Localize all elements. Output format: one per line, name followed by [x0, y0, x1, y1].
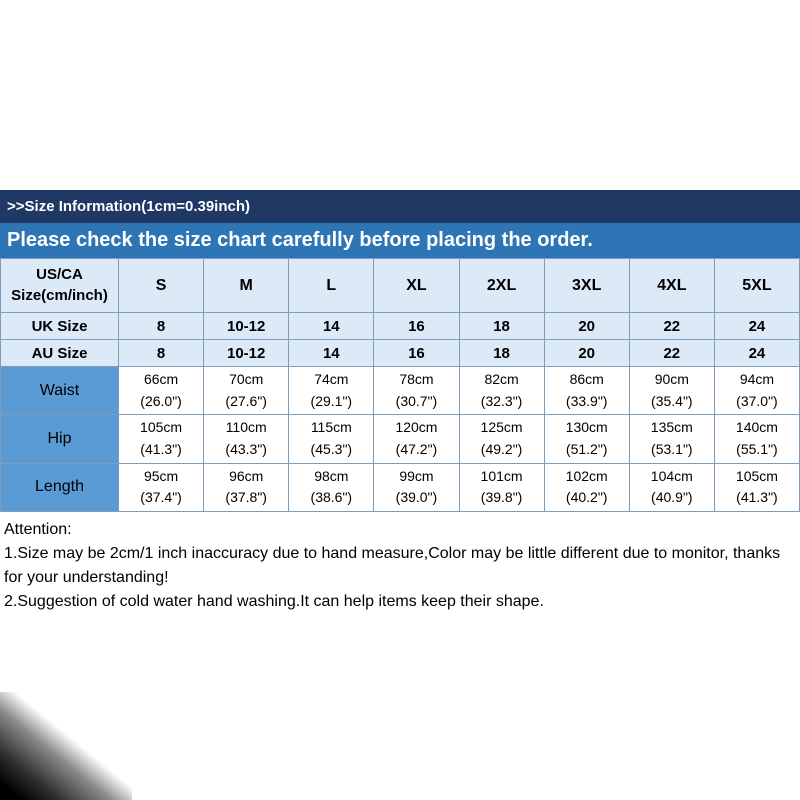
size-header-row: US/CA Size(cm/inch) S M L XL 2XL 3XL 4XL…	[0, 258, 800, 313]
size-col-header: 4XL	[628, 258, 715, 313]
uk-size-cell: 14	[288, 312, 375, 340]
au-size-cell: 20	[543, 339, 630, 367]
uk-size-label: UK Size	[0, 312, 119, 340]
au-size-cell: 14	[288, 339, 375, 367]
length-cell: 102cm (40.2")	[543, 462, 630, 513]
attention-section: Attention: 1.Size may be 2cm/1 inch inac…	[0, 512, 800, 614]
hip-label: Hip	[0, 414, 119, 464]
hip-cell: 110cm (43.3")	[203, 414, 290, 464]
corner-shadow	[0, 692, 132, 800]
uk-size-cell: 10-12	[203, 312, 290, 340]
waist-label: Waist	[0, 365, 119, 416]
waist-cell: 82cm (32.3")	[458, 365, 545, 416]
hip-cell: 125cm (49.2")	[458, 414, 545, 464]
attention-title: Attention:	[4, 521, 72, 539]
hip-cell: 135cm (53.1")	[628, 414, 715, 464]
waist-cell: 78cm (30.7")	[373, 365, 460, 416]
hip-row: Hip 105cm (41.3") 110cm (43.3") 115cm (45.3…	[0, 414, 800, 464]
waist-cell: 90cm (35.4")	[628, 365, 715, 416]
attention-line1: 1.Size may be 2cm/1 inch inaccuracy due …	[4, 545, 781, 587]
size-col-header: L	[288, 258, 375, 313]
length-cell: 99cm (39.0")	[373, 462, 460, 513]
hip-cell: 140cm (55.1")	[713, 414, 800, 464]
au-size-cell: 8	[117, 339, 205, 367]
corner-header-line1: US/CA	[36, 266, 83, 284]
uk-size-cell: 16	[373, 312, 460, 340]
waist-cell: 94cm (37.0")	[713, 365, 800, 416]
au-size-label: AU Size	[0, 339, 119, 367]
size-col-header: M	[203, 258, 290, 313]
length-cell: 96cm (37.8")	[203, 462, 290, 513]
size-table: US/CA Size(cm/inch) S M L XL 2XL 3XL 4XL…	[0, 258, 800, 513]
hip-cell: 120cm (47.2")	[373, 414, 460, 464]
waist-cell: 70cm (27.6")	[203, 365, 290, 416]
hip-cell: 115cm (45.3")	[288, 414, 375, 464]
uk-size-row: UK Size 8 10-12 14 16 18 20 22 24	[0, 312, 800, 340]
length-label: Length	[0, 462, 119, 513]
au-size-cell: 10-12	[203, 339, 290, 367]
uk-size-cell: 18	[458, 312, 545, 340]
hip-cell: 105cm (41.3")	[117, 414, 205, 464]
waist-cell: 74cm (29.1")	[288, 365, 375, 416]
size-col-header: 2XL	[458, 258, 545, 313]
au-size-cell: 18	[458, 339, 545, 367]
waist-cell: 66cm (26.0")	[117, 365, 205, 416]
size-col-header: 5XL	[713, 258, 800, 313]
attention-line2: 2.Suggestion of cold water hand washing.…	[4, 593, 544, 611]
au-size-cell: 22	[628, 339, 715, 367]
size-col-header: XL	[373, 258, 460, 313]
corner-header-cell: US/CA Size(cm/inch)	[0, 258, 119, 313]
waist-row: Waist 66cm (26.0") 70cm (27.6") 74cm (29.1"…	[0, 365, 800, 416]
size-col-header: S	[117, 258, 205, 313]
uk-size-cell: 20	[543, 312, 630, 340]
check-order-banner: Please check the size chart carefully be…	[0, 223, 800, 258]
au-size-row: AU Size 8 10-12 14 16 18 20 22 24	[0, 339, 800, 367]
length-cell: 101cm (39.8")	[458, 462, 545, 513]
length-cell: 95cm (37.4")	[117, 462, 205, 513]
length-cell: 98cm (38.6")	[288, 462, 375, 513]
size-info-header: >>Size Information(1cm=0.39inch)	[0, 190, 800, 223]
au-size-cell: 24	[713, 339, 800, 367]
corner-header-line2: Size(cm/inch)	[11, 286, 108, 304]
au-size-cell: 16	[373, 339, 460, 367]
hip-cell: 130cm (51.2")	[543, 414, 630, 464]
uk-size-cell: 8	[117, 312, 205, 340]
top-whitespace	[0, 0, 800, 190]
length-row: Length 95cm (37.4") 96cm (37.8") 98cm (38.6…	[0, 462, 800, 513]
length-cell: 104cm (40.9")	[628, 462, 715, 513]
size-col-header: 3XL	[543, 258, 630, 313]
uk-size-cell: 22	[628, 312, 715, 340]
waist-cell: 86cm (33.9")	[543, 365, 630, 416]
length-cell: 105cm (41.3")	[713, 462, 800, 513]
uk-size-cell: 24	[713, 312, 800, 340]
